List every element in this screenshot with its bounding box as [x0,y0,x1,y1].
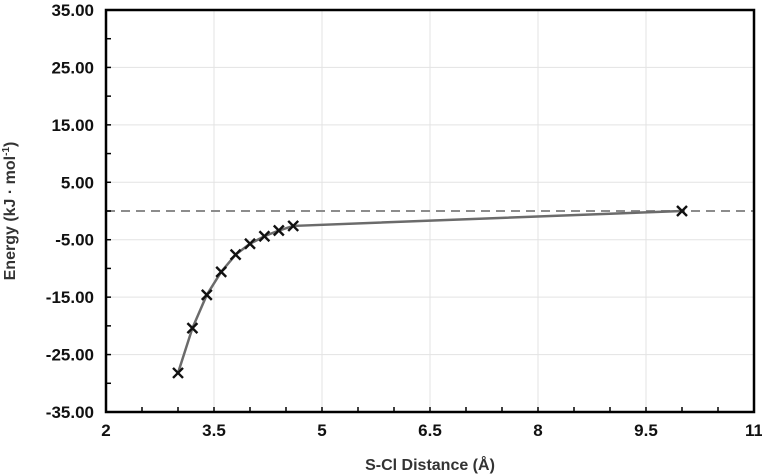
x-tick-label: 6.5 [418,421,442,440]
x-tick-label: 2 [101,421,110,440]
x-tick-label: 9.5 [634,421,658,440]
data-point-marker [229,248,242,261]
marker-layer [172,205,688,379]
energy-series-line [176,209,683,374]
data-point-marker [258,230,271,243]
data-point-marker [676,205,688,217]
y-axis-title-superscript: -1 [1,147,12,156]
y-tick-label: -15.00 [46,288,94,307]
tick-label-layer: 2 3.5 5 6.5 8 9.5 11 35.00 25.00 15.00 5.00 -5.00 -1… [46,1,762,440]
y-tick-label: 15.00 [51,116,94,135]
data-point-marker [272,224,285,237]
x-tick-label: 11 [745,421,762,440]
tick-layer [105,9,755,413]
y-tick-label: 35.00 [51,1,94,20]
y-axis-title-main: Energy (kJ · mol [2,156,19,280]
x-tick-label: 5 [317,421,326,440]
y-tick-label: -25.00 [46,346,94,365]
y-axis-title: Energy (kJ · mol-1) [1,142,19,281]
y-axis-title-close: ) [2,142,19,147]
y-tick-label: -35.00 [46,403,94,422]
x-tick-label: 3.5 [202,421,226,440]
y-tick-label: 25.00 [51,58,94,77]
data-point-marker [244,237,256,250]
x-tick-label: 8 [533,421,542,440]
data-point-marker [287,220,300,232]
x-axis-title: S-Cl Distance (Å) [365,455,495,474]
data-point-marker [172,367,184,379]
y-tick-label: 5.00 [61,173,94,192]
data-point-marker [200,288,213,301]
data-point-marker [215,266,228,278]
y-tick-label: -5.00 [55,231,94,250]
data-point-marker [186,322,199,335]
